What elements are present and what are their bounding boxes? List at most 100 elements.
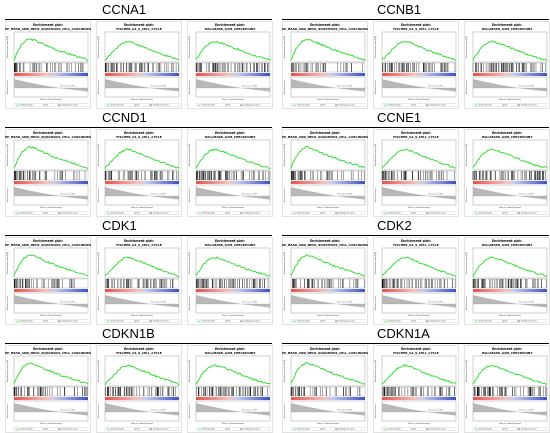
ranking-metric-area xyxy=(291,295,365,308)
legend-es-label: Enrichment profile xyxy=(479,212,492,215)
legend-hits-label: Hits xyxy=(137,104,140,107)
es-axis-label: Enrichment score (ES) xyxy=(283,144,286,166)
zero-cross-label: Zero cross at 7965 xyxy=(519,85,534,88)
x-axis-label: Rank in Ordered Dataset xyxy=(408,98,431,101)
legend-box xyxy=(195,427,271,431)
enrichment-panel: Enrichment plot: HALLMARK_G2M_CHECKPOINT E… xyxy=(187,237,273,325)
enrichment-panel: Enrichment plot: FISCHER_G1_S_CELL_CYCLE E… xyxy=(96,345,182,433)
legend-es-label: Enrichment profile xyxy=(202,104,215,107)
es-axis-label: Enrichment score (ES) xyxy=(374,144,377,166)
legend-box xyxy=(13,427,89,431)
plot-set-name: WP_HEAD_AND_NECK_SQUAMOUS_CELL_CARCINOMA xyxy=(282,135,368,139)
enrichment-plot-svg: Enrichment plot:WP_HEAD_AND_NECK_SQUAMOU… xyxy=(5,237,91,325)
enrichment-panel: Enrichment plot: HALLMARK_G2M_CHECKPOINT E… xyxy=(187,129,273,217)
plot-header: Enrichment plot: xyxy=(124,23,154,27)
hits-track xyxy=(13,278,89,289)
plot-header: Enrichment plot: xyxy=(492,23,522,27)
es-axis-label: Enrichment score (ES) xyxy=(283,360,286,382)
zero-cross-label: Zero cross at 7965 xyxy=(337,193,352,196)
rank-gradient-bar xyxy=(196,397,270,400)
es-axes xyxy=(104,139,180,171)
plot-header: Enrichment plot: xyxy=(124,131,154,135)
legend-metric-swatch xyxy=(240,320,243,322)
plot-header: Enrichment plot: xyxy=(33,239,63,243)
legend-metric-label: Ranking metric scores xyxy=(521,320,537,323)
legend-metric-label: Ranking metric scores xyxy=(339,320,355,323)
enrichment-plot-svg: Enrichment plot:HALLMARK_G2M_CHECKPOINT E… xyxy=(464,237,550,325)
x-axis-label: Rank in Ordered Dataset xyxy=(408,206,431,209)
rank-gradient-bar xyxy=(382,397,456,400)
plot-header: Enrichment plot: xyxy=(33,347,63,351)
plot-header: Enrichment plot: xyxy=(492,347,522,351)
es-axes xyxy=(381,31,457,63)
legend-hits-label: Hits xyxy=(323,428,326,431)
ranking-metric-area xyxy=(291,187,365,200)
rank-gradient-bar xyxy=(473,73,547,76)
legend-box xyxy=(472,319,548,323)
es-axis-label: Enrichment score (ES) xyxy=(283,252,286,274)
enrichment-curve xyxy=(13,254,89,277)
ranking-metric-area xyxy=(196,295,270,308)
legend-metric-swatch xyxy=(426,320,429,322)
metric-axis-label: Ranked list metric xyxy=(283,188,286,202)
rank-gradient-bar xyxy=(291,397,365,400)
legend-metric-label: Ranking metric scores xyxy=(339,104,355,107)
hits-track xyxy=(290,278,366,289)
rank-gradient-bar xyxy=(196,181,270,184)
enrichment-panel: Enrichment plot: WP_HEAD_AND_NECK_SQUAMOU… xyxy=(282,21,368,109)
plot-header: Enrichment plot: xyxy=(33,131,63,135)
es-axis-label: Enrichment score (ES) xyxy=(465,360,468,382)
legend-metric-swatch xyxy=(517,428,520,430)
gene-title: CCNE1 xyxy=(377,110,422,125)
legend-es-label: Enrichment profile xyxy=(297,320,310,323)
zero-cross-label: Zero cross at 7965 xyxy=(60,301,75,304)
hits-track xyxy=(290,62,366,73)
gene-title-rule xyxy=(282,235,549,236)
es-axes xyxy=(381,247,457,279)
gene-title-rule xyxy=(5,19,272,20)
enrichment-plot-svg: Enrichment plot:FISCHER_G1_S_CELL_CYCLE E… xyxy=(96,129,182,217)
x-axis-label: Rank in Ordered Dataset xyxy=(222,422,245,425)
legend-metric-label: Ranking metric scores xyxy=(430,104,446,107)
enrichment-plot-svg: Enrichment plot:FISCHER_G1_S_CELL_CYCLE E… xyxy=(373,129,459,217)
zero-cross-label: Zero cross at 7965 xyxy=(60,85,75,88)
plot-header: Enrichment plot: xyxy=(401,347,431,351)
metric-axis-label: Ranked list metric xyxy=(465,188,468,202)
legend-metric-label: Ranking metric scores xyxy=(62,428,78,431)
plot-header: Enrichment plot: xyxy=(215,347,245,351)
legend-hits-label: Hits xyxy=(323,320,326,323)
zero-cross-label: Zero cross at 7965 xyxy=(428,193,443,196)
rank-gradient-bar xyxy=(14,289,88,292)
ranking-metric-area xyxy=(382,295,456,308)
plot-header: Enrichment plot: xyxy=(215,131,245,135)
legend-es-label: Enrichment profile xyxy=(388,212,401,215)
legend-hits-label: Hits xyxy=(46,320,49,323)
metric-axis-label: Ranked list metric xyxy=(374,188,377,202)
ranking-metric-area xyxy=(105,403,179,416)
enrichment-curve xyxy=(381,40,457,61)
ranking-metric-area xyxy=(105,187,179,200)
es-axis-label: Enrichment score (ES) xyxy=(6,36,9,58)
es-axis-label: Enrichment score (ES) xyxy=(6,360,9,382)
enrichment-panel: Enrichment plot: FISCHER_G1_S_CELL_CYCLE E… xyxy=(373,237,459,325)
zero-cross-label: Zero cross at 7965 xyxy=(428,409,443,412)
x-axis-label: Rank in Ordered Dataset xyxy=(317,422,340,425)
plot-set-name: FISCHER_G1_S_CELL_CYCLE xyxy=(393,135,439,139)
legend-metric-label: Ranking metric scores xyxy=(521,428,537,431)
metric-axis-label: Ranked list metric xyxy=(465,404,468,418)
zero-cross-label: Zero cross at 7965 xyxy=(60,409,75,412)
legend-hits-label: Hits xyxy=(228,212,231,215)
zero-cross-label: Zero cross at 7965 xyxy=(242,193,257,196)
legend-hits-label: Hits xyxy=(414,212,417,215)
legend-es-label: Enrichment profile xyxy=(202,320,215,323)
es-axes xyxy=(13,355,89,387)
enrichment-curve xyxy=(104,256,180,277)
gene-title-rule xyxy=(5,235,272,236)
legend-metric-label: Ranking metric scores xyxy=(339,428,355,431)
zero-cross-label: Zero cross at 7965 xyxy=(519,409,534,412)
metric-axis-label: Ranked list metric xyxy=(97,296,100,310)
zero-cross-label: Zero cross at 7965 xyxy=(151,301,166,304)
enrichment-plot-svg: Enrichment plot:FISCHER_G1_S_CELL_CYCLE E… xyxy=(373,21,459,109)
legend-box xyxy=(104,103,180,107)
legend-es-label: Enrichment profile xyxy=(297,104,310,107)
